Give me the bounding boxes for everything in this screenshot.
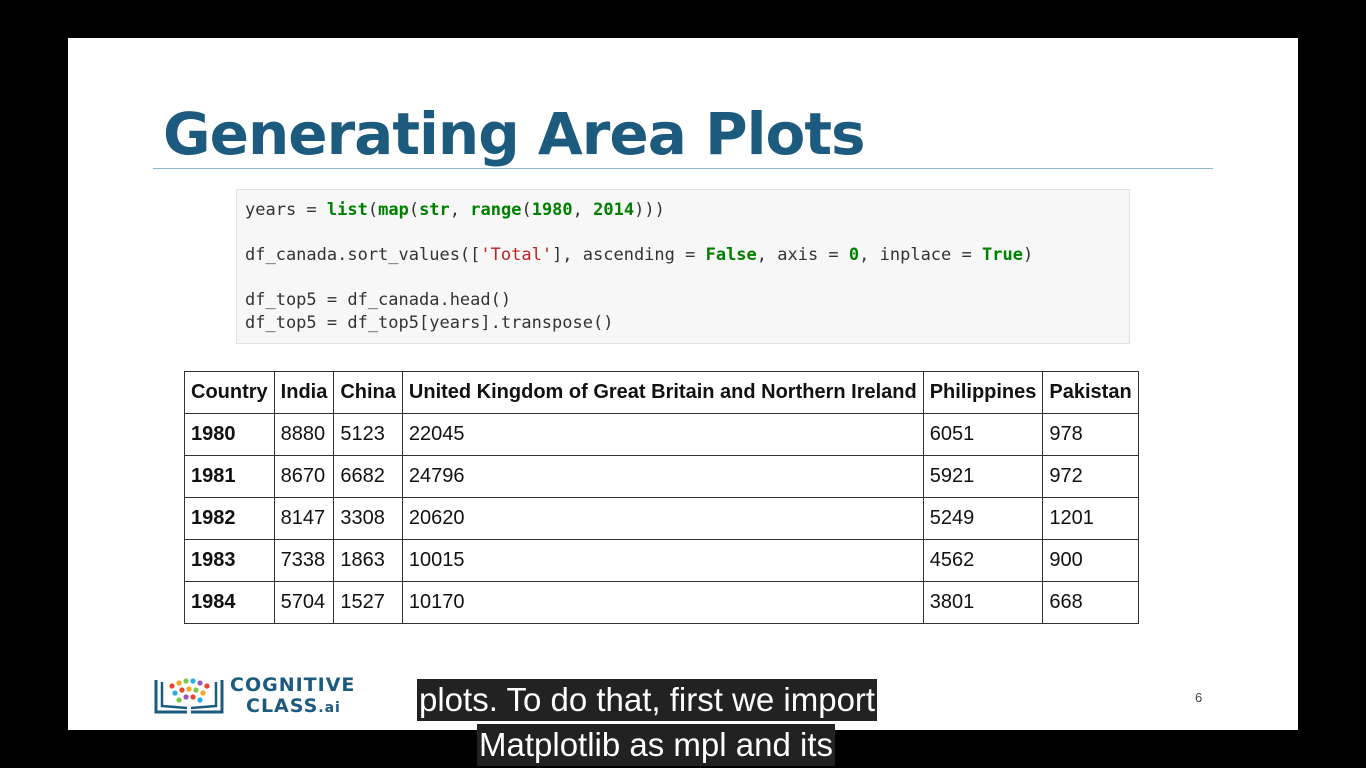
code-token: df_canada.sort_values([: [245, 245, 481, 265]
table-cell: 668: [1042, 581, 1139, 624]
code-token: list: [326, 200, 368, 220]
code-token: (: [521, 200, 532, 220]
code-token: 1980: [531, 200, 573, 220]
table-cell: 972: [1042, 455, 1139, 498]
code-line-4: df_top5 = df_top5[years].transpose(): [245, 313, 613, 333]
code-token: , axis =: [756, 245, 849, 265]
table-header-row: Country India China United Kingdom of Gr…: [184, 371, 1139, 414]
cognitive-class-logo: COGNITIVE CLASS.ai: [154, 674, 356, 717]
header-cell: Country: [184, 371, 275, 414]
table-row: 1980 8880 5123 22045 6051 978: [184, 413, 1139, 456]
table-cell: 8147: [273, 497, 335, 540]
header-cell: India: [273, 371, 335, 414]
table-cell: 24796: [401, 455, 924, 498]
header-cell: Philippines: [922, 371, 1044, 414]
code-token: 'Total': [480, 245, 553, 265]
table-cell: 7338: [273, 539, 335, 582]
code-token: ], ascending =: [552, 245, 706, 265]
caption-line-1: plots. To do that, first we import: [417, 679, 878, 721]
slide: Generating Area Plots years = list(map(s…: [68, 38, 1298, 730]
logo-text-class: CLASS.ai: [246, 695, 341, 717]
code-token: 0: [848, 245, 860, 265]
table-cell: 1201: [1042, 497, 1139, 540]
code-token: years =: [245, 200, 327, 220]
table-cell: 8670: [273, 455, 335, 498]
code-token: False: [705, 245, 757, 265]
table-cell: 3801: [922, 581, 1044, 624]
table-cell: 5123: [333, 413, 403, 456]
page-number: 6: [1195, 690, 1203, 705]
year-cell: 1983: [184, 539, 275, 582]
table-cell: 6051: [922, 413, 1044, 456]
code-token: df_top5 = df_top5[years].transpose(): [245, 313, 614, 333]
code-token: (: [367, 200, 379, 220]
table-cell: 6682: [333, 455, 403, 498]
table-cell: 5249: [922, 497, 1044, 540]
table-cell: 5921: [922, 455, 1044, 498]
slide-title: Generating Area Plots: [163, 100, 866, 168]
code-token: 2014: [593, 200, 635, 220]
table-cell: 1863: [333, 539, 403, 582]
title-divider: [153, 168, 1213, 169]
year-cell: 1981: [184, 455, 275, 498]
table-cell: 978: [1042, 413, 1139, 456]
year-cell: 1984: [184, 581, 275, 624]
header-cell: China: [333, 371, 403, 414]
code-block: years = list(map(str, range(1980, 2014))…: [236, 189, 1130, 344]
table-cell: 10170: [401, 581, 924, 624]
code-token: ,: [449, 200, 471, 220]
table-cell: 22045: [401, 413, 924, 456]
code-token: (: [408, 200, 420, 220]
code-token: str: [419, 200, 450, 220]
cognitive-class-books-icon: [154, 678, 224, 714]
header-cell: United Kingdom of Great Britain and Nort…: [401, 371, 924, 414]
code-line-2: df_canada.sort_values(['Total'], ascendi…: [245, 245, 1033, 265]
table-cell: 10015: [401, 539, 924, 582]
code-token: range: [470, 200, 522, 220]
table-row: 1984 5704 1527 10170 3801 668: [184, 581, 1139, 624]
table-cell: 4562: [922, 539, 1044, 582]
data-table: Country India China United Kingdom of Gr…: [184, 371, 1139, 624]
table-cell: 8880: [273, 413, 335, 456]
table-cell: 3308: [333, 497, 403, 540]
logo-text-ai: .ai: [318, 700, 341, 716]
code-token: ))): [634, 200, 665, 220]
table-row: 1982 8147 3308 20620 5249 1201: [184, 497, 1139, 540]
code-token: df_top5 = df_canada.head(): [245, 290, 512, 310]
table-cell: 20620: [401, 497, 924, 540]
code-line-3: df_top5 = df_canada.head(): [245, 290, 511, 310]
logo-text-cognitive: COGNITIVE: [230, 674, 356, 696]
code-token: True: [981, 245, 1023, 265]
table-cell: 1527: [333, 581, 403, 624]
caption-line-2: Matplotlib as mpl and its: [477, 724, 835, 766]
table-row: 1981 8670 6682 24796 5921 972: [184, 455, 1139, 498]
table-row: 1983 7338 1863 10015 4562 900: [184, 539, 1139, 582]
code-line-1: years = list(map(str, range(1980, 2014))…: [245, 200, 665, 220]
year-cell: 1980: [184, 413, 275, 456]
code-token: map: [378, 200, 409, 220]
table-cell: 5704: [273, 581, 335, 624]
header-cell: Pakistan: [1042, 371, 1139, 414]
code-token: , inplace =: [859, 245, 982, 265]
year-cell: 1982: [184, 497, 275, 540]
code-token: ): [1022, 245, 1034, 265]
code-token: ,: [572, 200, 594, 220]
logo-text-class-word: CLASS: [246, 695, 319, 717]
table-cell: 900: [1042, 539, 1139, 582]
